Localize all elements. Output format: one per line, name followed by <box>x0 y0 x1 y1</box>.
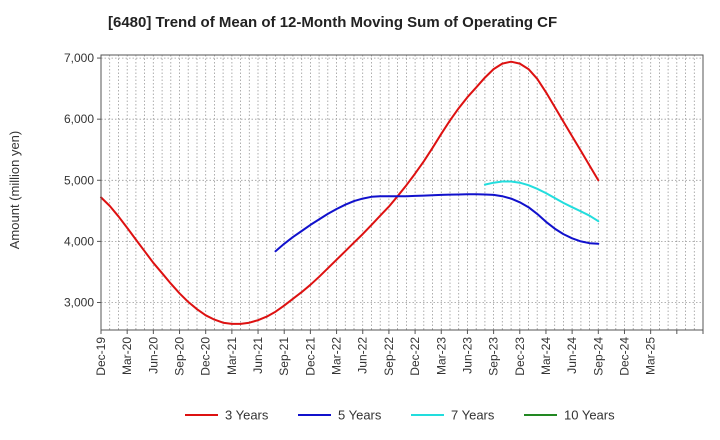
series-line-5-years <box>274 193 600 253</box>
x-tick-label: Sep-20 <box>173 337 187 376</box>
legend-label-5-years: 5 Years <box>338 408 382 423</box>
x-tick-label: Sep-24 <box>591 337 605 376</box>
x-tick-label: Mar-25 <box>644 337 658 375</box>
x-tick-label: Sep-21 <box>277 337 291 376</box>
series-line-7-years <box>483 180 600 223</box>
x-tick-label: Mar-22 <box>330 337 344 375</box>
x-tick-label: Mar-23 <box>434 337 448 375</box>
x-tick-label: Jun-24 <box>565 337 579 374</box>
x-tick-label: Dec-22 <box>408 337 422 376</box>
x-tick-label: Dec-24 <box>618 337 632 376</box>
chart-title: [6480] Trend of Mean of 12-Month Moving … <box>108 14 557 31</box>
y-tick-label: 4,000 <box>64 234 94 248</box>
plot-frame <box>100 54 704 331</box>
x-tick-label: Mar-24 <box>539 337 553 375</box>
x-tick-label: Sep-23 <box>487 337 501 376</box>
x-tick-label: Jun-21 <box>251 337 265 374</box>
x-tick-label: Dec-19 <box>94 337 108 376</box>
y-tick-label: 5,000 <box>64 173 94 187</box>
x-tick-label: Dec-20 <box>199 337 213 376</box>
x-tick-label: Jun-23 <box>460 337 474 374</box>
legend-label-3-years: 3 Years <box>225 408 269 423</box>
x-tick-label: Mar-21 <box>225 337 239 375</box>
y-tick-label: 6,000 <box>64 112 94 126</box>
x-tick-label: Jun-20 <box>146 337 160 374</box>
legend-label-10-years: 10 Years <box>564 408 615 423</box>
legend: 3 Years 5 Years 7 Years 10 Years <box>185 408 615 423</box>
x-tick-label: Dec-21 <box>303 337 317 376</box>
x-tick-label: Dec-23 <box>513 337 527 376</box>
x-axis-ticks: Dec-19 Mar-20 Jun-20 Sep-20 Dec-20 Mar-21 Jun-… <box>94 330 704 376</box>
y-axis-label: Amount (million yen) <box>7 131 22 250</box>
series-group <box>100 60 600 325</box>
series-line-3-years <box>100 60 600 325</box>
x-tick-label: Mar-20 <box>120 337 134 375</box>
legend-label-7-years: 7 Years <box>451 408 495 423</box>
y-tick-label: 3,000 <box>64 296 94 310</box>
y-axis-ticks: 3,000 4,000 5,000 6,000 7,000 <box>64 51 101 310</box>
x-tick-label: Jun-22 <box>356 337 370 374</box>
x-tick-label: Sep-22 <box>382 337 396 376</box>
grid <box>100 55 704 330</box>
y-tick-label: 7,000 <box>64 51 94 65</box>
